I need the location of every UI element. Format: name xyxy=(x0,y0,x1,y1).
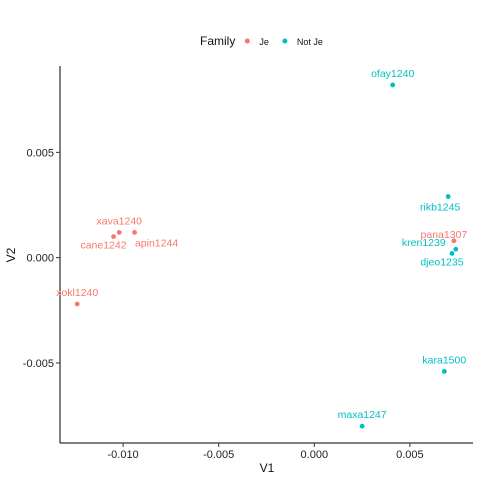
point-label: apin1244 xyxy=(135,237,178,249)
data-point xyxy=(116,229,122,235)
legend-title: Family xyxy=(200,34,235,48)
point-label: rikb1245 xyxy=(420,202,460,214)
legend-key-letter: a xyxy=(245,38,249,45)
legend-key-dot xyxy=(244,38,250,44)
point-label: pana1307 xyxy=(421,229,468,241)
data-point xyxy=(359,423,365,429)
data-point xyxy=(111,234,116,239)
data-point xyxy=(445,194,451,199)
point-label: cane1242 xyxy=(80,240,126,252)
point-label: djeo1235 xyxy=(420,256,463,268)
point-label: xokl1240 xyxy=(56,287,98,299)
legend-key-dot xyxy=(282,38,288,44)
data-point xyxy=(451,238,457,244)
legend-label: Not Je xyxy=(297,37,323,47)
axis-ticks: -0.010 -0.005 0.000 0.005 -0.005 0.000 0.005 xyxy=(23,147,424,461)
legend-entry: a Je xyxy=(244,37,269,47)
data-points: xava1240 cane1242 apin1244 xokl1240 pana1307… xyxy=(56,68,467,429)
plot-area: -0.010 -0.005 0.000 0.005 -0.005 0.000 0.005 x… xyxy=(23,66,473,461)
data-point xyxy=(441,368,447,374)
point-label: kren1239 xyxy=(402,237,446,249)
x-tick-label: -0.010 xyxy=(107,449,138,461)
y-tick-label: 0.005 xyxy=(26,147,54,159)
data-point xyxy=(74,301,80,307)
data-point xyxy=(453,246,459,252)
x-tick-label: 0.000 xyxy=(301,449,329,461)
legend: Family a Je a Not Je xyxy=(200,34,323,48)
data-point xyxy=(449,251,455,256)
x-tick-label: -0.005 xyxy=(203,449,234,461)
legend-entry: a Not Je xyxy=(282,37,323,47)
point-label: xava1240 xyxy=(96,215,142,227)
x-tick-label: 0.005 xyxy=(396,449,424,461)
legend-label: Je xyxy=(259,37,269,47)
data-point xyxy=(132,229,137,235)
legend-key-letter: a xyxy=(283,38,287,45)
point-label: kara1500 xyxy=(422,354,466,366)
y-tick-label: -0.005 xyxy=(23,358,54,370)
y-axis-title: V2 xyxy=(4,247,18,262)
point-label: ofay1240 xyxy=(371,68,414,80)
x-axis-title: V1 xyxy=(260,461,275,475)
data-point xyxy=(390,82,396,88)
y-tick-label: 0.000 xyxy=(26,253,54,265)
point-label: maxa1247 xyxy=(338,409,387,421)
